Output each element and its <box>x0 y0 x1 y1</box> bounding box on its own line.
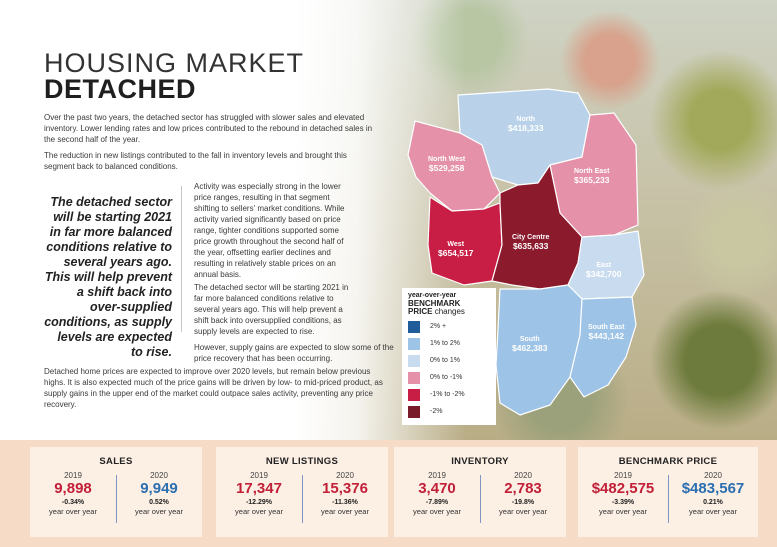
legend-item: 0% to -1% <box>402 371 496 384</box>
legend-swatch <box>408 320 420 333</box>
legend-swatch <box>408 405 420 418</box>
page-title-light: HOUSING MARKET <box>44 48 305 78</box>
stat-divider <box>480 475 481 523</box>
stat-title: NEW LISTINGS <box>265 456 339 467</box>
stat-title: INVENTORY <box>451 456 509 467</box>
label-north-west: North West $529,258 <box>428 156 466 173</box>
legend-swatch <box>408 337 420 350</box>
legend-item: 2% + <box>402 320 496 333</box>
stat-card-sales: SALES 2019 9,898 -0.34% year over year 2… <box>30 447 202 537</box>
legend-item: -1% to -2% <box>402 388 496 401</box>
region-south <box>495 284 583 416</box>
legend-swatch <box>408 371 420 384</box>
stat-col-2020: 2020 2,783 -19.8% year over year <box>499 471 547 516</box>
paragraph-listings: The reduction in new listings contribute… <box>44 151 347 171</box>
legend-item: -2% <box>402 405 496 418</box>
label-north-east: North East $365,233 <box>574 168 610 185</box>
label-south: South $462,383 <box>512 336 548 353</box>
paragraph-activity: Activity was especially strong in the lo… <box>194 182 345 279</box>
stat-col-2019: 2019 $482,575 -3.39% year over year <box>591 471 655 516</box>
district-map-svg <box>407 88 645 416</box>
stat-divider <box>668 475 669 523</box>
legend-title: year-over-year BENCHMARK PRICE changes <box>408 292 465 316</box>
stat-divider <box>116 475 117 523</box>
legend-item: 1% to 2% <box>402 337 496 350</box>
label-south-east: South East $443,142 <box>588 324 625 341</box>
stat-col-2020: 2020 9,949 0.52% year over year <box>135 471 183 516</box>
stat-card-inventory: INVENTORY 2019 3,470 -7.89% year over ye… <box>394 447 566 537</box>
stat-divider <box>302 475 303 523</box>
stat-card-new-listings: NEW LISTINGS 2019 17,347 -12.29% year ov… <box>216 447 388 537</box>
stat-title: BENCHMARK PRICE <box>618 456 718 467</box>
map-legend: year-over-year BENCHMARK PRICE changes 2… <box>402 288 496 425</box>
label-west: West $654,517 <box>438 241 474 258</box>
district-map: North $418,333 North West $529,258 North E… <box>400 85 650 435</box>
stat-col-2019: 2019 9,898 -0.34% year over year <box>49 471 97 516</box>
stat-col-2020: 2020 $483,567 0.21% year over year <box>681 471 745 516</box>
stat-card-benchmark-price: BENCHMARK PRICE 2019 $482,575 -3.39% yea… <box>578 447 758 537</box>
paragraph-outlook: The detached sector will be starting 202… <box>194 283 349 336</box>
stat-title: SALES <box>99 456 133 467</box>
legend-swatch <box>408 388 420 401</box>
background-fade <box>0 0 777 440</box>
label-east: East $342,700 <box>586 262 622 279</box>
paragraph-supply: However, supply gains are expected to sl… <box>194 343 394 363</box>
page-title-bold: DETACHED <box>44 74 196 104</box>
legend-swatch <box>408 354 420 367</box>
stat-col-2020: 2020 15,376 -11.36% year over year <box>321 471 369 516</box>
quote-divider <box>181 186 182 332</box>
stat-col-2019: 2019 3,470 -7.89% year over year <box>413 471 461 516</box>
region-south-east <box>569 296 637 398</box>
paragraph-intro: Over the past two years, the detached se… <box>44 113 373 144</box>
legend-item: 0% to 1% <box>402 354 496 367</box>
label-city-centre: City Centre $635,633 <box>512 234 550 251</box>
stat-col-2019: 2019 17,347 -12.29% year over year <box>235 471 283 516</box>
paragraph-prices: Detached home prices are expected to imp… <box>44 367 383 409</box>
label-north: North $418,333 <box>508 116 544 133</box>
pull-quote: The detached sector will be starting 202… <box>44 195 172 359</box>
